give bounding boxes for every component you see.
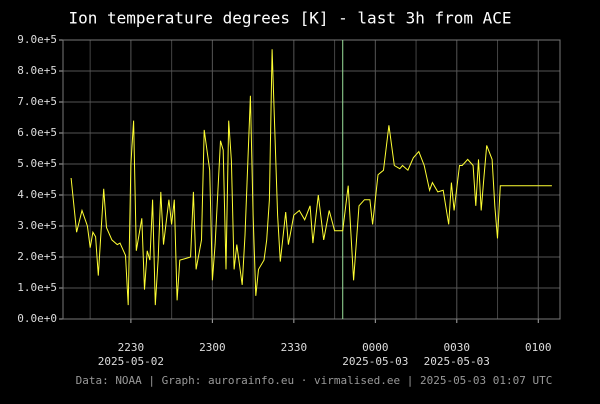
y-tick-label: 1.0e+5 (17, 281, 57, 294)
y-tick-label: 6.0e+5 (17, 126, 57, 139)
x-tick-label: 0000 (362, 341, 389, 354)
y-tick-label: 9.0e+5 (17, 33, 57, 46)
plot-frame (62, 39, 561, 320)
x-tick-label: 2230 (118, 341, 145, 354)
y-tick-label: 2.0e+5 (17, 250, 57, 263)
x-tick-date: 2025-05-02 (98, 355, 164, 368)
y-tick-label: 7.0e+5 (17, 95, 57, 108)
y-tick-label: 0.0e+0 (17, 312, 57, 325)
y-tick-label: 5.0e+5 (17, 157, 57, 170)
x-tick-label: 2330 (281, 341, 308, 354)
x-tick-label: 2300 (199, 341, 226, 354)
chart-title: Ion temperature degrees [K] - last 3h fr… (68, 9, 511, 28)
footer: Data: NOAA | Graph: aurorainfo.eu · virm… (76, 374, 553, 387)
y-tick-label: 3.0e+5 (17, 219, 57, 232)
x-tick-label: 0030 (444, 341, 471, 354)
x-tick-date: 2025-05-03 (424, 355, 490, 368)
y-tick-label: 4.0e+5 (17, 188, 57, 201)
y-tick-label: 8.0e+5 (17, 64, 57, 77)
x-tick-date: 2025-05-03 (342, 355, 408, 368)
data-line (70, 49, 552, 306)
x-tick-label: 0100 (525, 341, 552, 354)
